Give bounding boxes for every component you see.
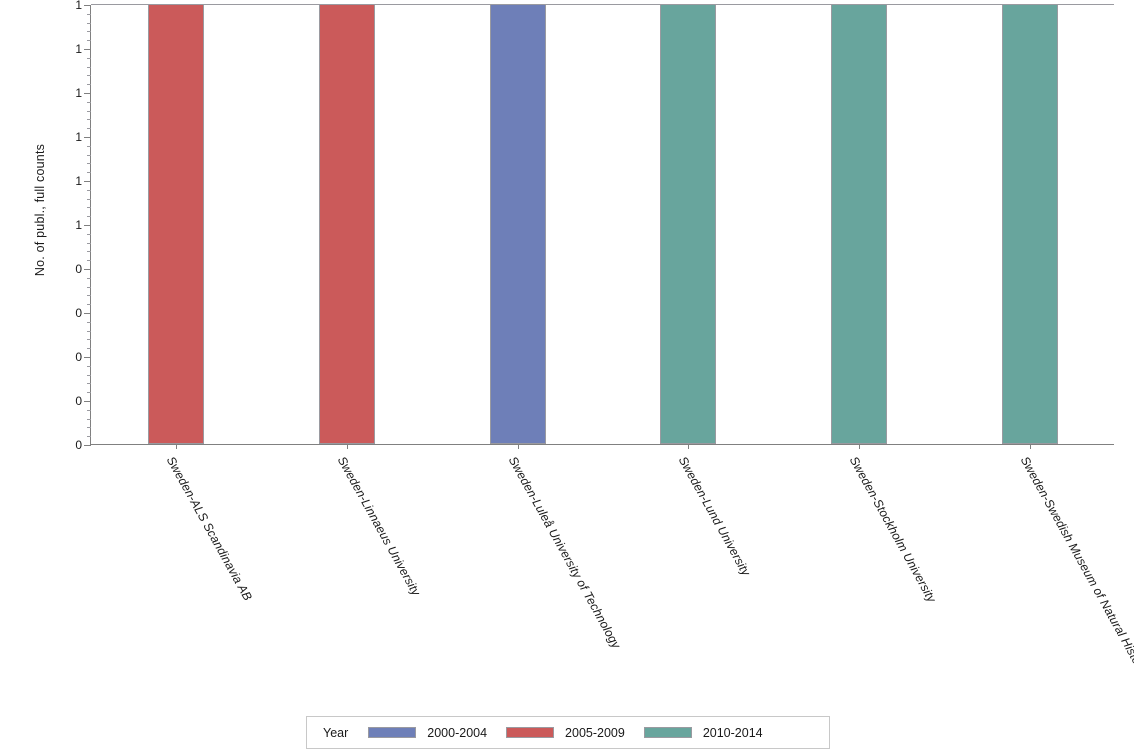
y-axis-tick-minor — [87, 409, 91, 411]
legend-color-swatch — [643, 727, 692, 738]
plot-area: 1 1 1 1 1 1 0 0 0 0 0 Sweden-ALS Scandinavia AB Swed… — [75, 0, 1134, 676]
y-axis-tick-minor — [87, 84, 91, 86]
y-axis-tick-minor — [87, 75, 91, 77]
y-axis-tick-minor — [87, 348, 91, 350]
y-axis-tick-minor — [87, 207, 91, 209]
legend-entry[interactable]: 2005-2009 — [506, 726, 625, 740]
legend-color-swatch — [368, 727, 417, 738]
y-axis-tick-label: 1 — [75, 130, 82, 144]
x-axis-tick — [688, 444, 690, 449]
y-axis-tick-minor — [87, 40, 91, 42]
x-axis-tick — [517, 444, 519, 449]
y-axis-tick-major — [84, 225, 91, 226]
x-axis-tick-label: Sweden-Luleå University of Technology — [505, 454, 624, 651]
y-axis-tick-minor — [87, 233, 91, 235]
y-axis-tick-minor — [87, 304, 91, 306]
bar — [831, 4, 887, 444]
y-axis-tick-major — [84, 401, 91, 402]
y-axis-tick-major — [84, 357, 91, 358]
y-axis-tick-minor — [87, 119, 91, 121]
y-axis-tick-minor — [87, 365, 91, 367]
y-axis-tick-label: 0 — [75, 394, 82, 408]
y-axis-tick-minor — [87, 436, 91, 438]
y-axis-tick-label: 1 — [75, 86, 82, 100]
x-axis-tick-label: Sweden-Stockholm University — [846, 454, 939, 605]
y-axis-tick-minor — [87, 22, 91, 24]
x-axis-tick-label: Sweden-ALS Scandinavia AB — [164, 454, 256, 604]
legend-entries: 2000-2004 2005-2009 2010-2014 — [368, 726, 781, 740]
y-axis-tick-label: 0 — [75, 262, 82, 276]
y-axis-tick-minor — [87, 128, 91, 130]
y-axis-tick-minor — [87, 260, 91, 262]
y-axis-tick-minor — [87, 339, 91, 341]
y-axis-tick-minor — [87, 172, 91, 174]
x-axis-tick-label: Sweden-Linnaeus University — [334, 454, 424, 599]
x-axis-tick — [176, 444, 178, 449]
y-axis-tick-minor — [87, 330, 91, 332]
y-axis-tick-major — [84, 313, 91, 314]
y-axis-title: No. of publ., full counts — [33, 143, 47, 277]
y-axis-tick-major — [84, 137, 91, 138]
bar — [1001, 4, 1058, 444]
y-axis-tick-minor — [87, 392, 91, 394]
y-axis-tick-major — [84, 181, 91, 182]
legend-entry-label: 2010-2014 — [702, 725, 763, 740]
x-axis-tick — [1029, 444, 1031, 449]
x-axis-tick-label: Sweden-Swedish Museum of Natural History — [1017, 454, 1134, 676]
y-axis-tick-minor — [87, 242, 91, 244]
chart-legend: Year 2000-2004 2005-2009 2010-2014 — [306, 716, 830, 749]
x-axis-tick — [859, 444, 860, 449]
y-axis-tick-minor — [87, 286, 91, 288]
legend-entry[interactable]: 2010-2014 — [643, 725, 763, 740]
bar — [148, 4, 205, 444]
bar — [660, 4, 717, 444]
y-axis-tick-label: 1 — [75, 0, 82, 12]
legend-title: Year — [323, 725, 349, 740]
x-axis-tick-label: Sweden-Lund University — [676, 454, 754, 579]
y-axis-tick-minor — [87, 418, 91, 420]
y-axis-tick-major — [84, 269, 91, 270]
bar — [489, 4, 546, 444]
y-axis-tick-label: 1 — [75, 218, 82, 232]
y-axis-tick-minor — [87, 66, 91, 68]
y-axis-tick-minor — [87, 383, 91, 385]
y-axis-tick-minor — [87, 198, 91, 200]
y-axis-tick-minor — [87, 145, 91, 147]
y-axis-tick-major — [84, 5, 91, 6]
bar — [319, 4, 375, 444]
y-axis-tick-minor — [87, 110, 91, 112]
y-axis-tick-minor — [87, 295, 91, 297]
y-axis-tick-minor — [87, 101, 91, 103]
y-axis-tick-minor — [87, 189, 91, 191]
y-axis-tick-minor — [87, 163, 91, 165]
y-axis-tick-minor — [87, 251, 91, 253]
y-axis-tick-minor — [87, 216, 91, 218]
y-axis-tick-minor — [87, 154, 91, 156]
legend-color-swatch — [506, 727, 555, 738]
x-axis-tick — [347, 444, 348, 449]
y-axis-tick-minor — [87, 31, 91, 33]
y-axis-tick-label: 0 — [75, 438, 82, 452]
y-axis-tick-label: 0 — [75, 306, 82, 320]
y-axis-tick-label: 0 — [75, 350, 82, 364]
y-axis-tick-major — [84, 49, 91, 50]
y-axis-tick-minor — [87, 277, 91, 279]
y-axis-tick-major — [84, 445, 91, 446]
y-axis-tick-minor — [87, 321, 91, 323]
y-axis-tick-label: 1 — [75, 174, 82, 188]
y-axis-tick-label: 1 — [75, 42, 82, 56]
y-axis-tick-minor — [87, 57, 91, 59]
legend-entry[interactable]: 2000-2004 — [368, 726, 487, 740]
y-axis-tick-minor — [87, 13, 91, 15]
y-axis-tick-major — [84, 93, 91, 94]
legend-entry-label: 2005-2009 — [565, 725, 625, 740]
y-axis-tick-minor — [87, 427, 91, 429]
legend-entry-label: 2000-2004 — [427, 725, 488, 740]
y-axis-tick-minor — [87, 374, 91, 376]
